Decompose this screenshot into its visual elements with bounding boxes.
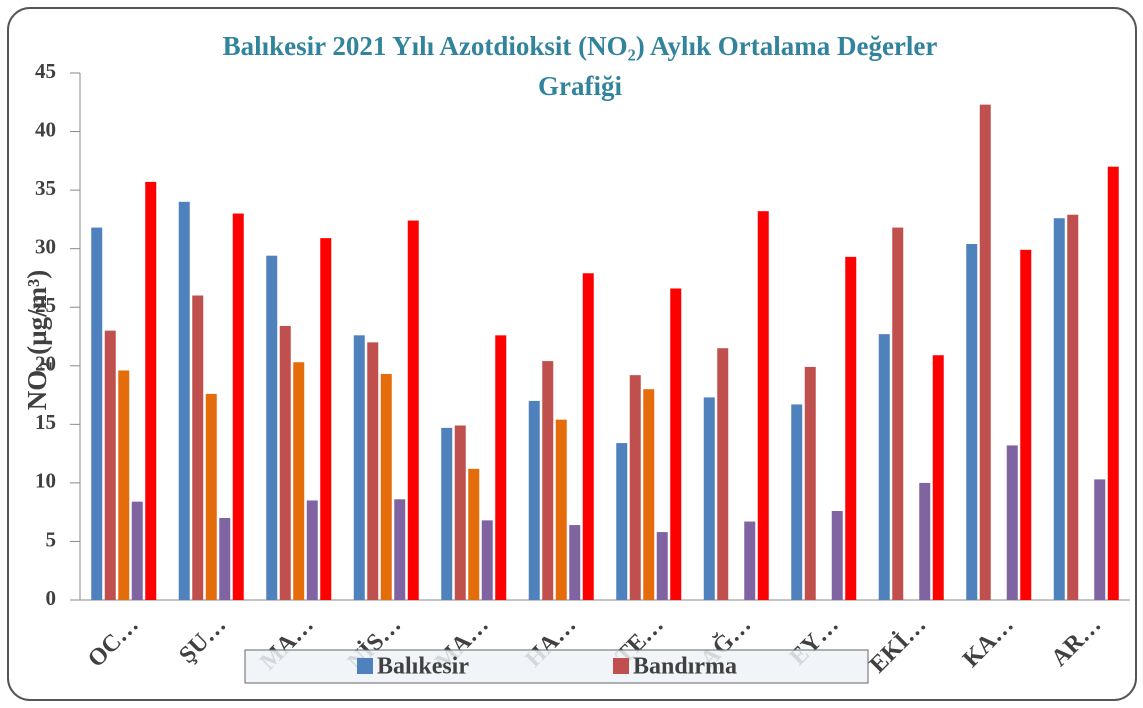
bar — [118, 370, 130, 600]
y-tick-label: 10 — [35, 469, 56, 493]
bar — [320, 238, 332, 601]
bar — [1006, 445, 1018, 600]
y-tick-label: 40 — [35, 117, 56, 141]
bar — [616, 443, 628, 600]
bar — [495, 335, 507, 600]
y-tick-label: 0 — [46, 586, 57, 610]
bar — [192, 295, 204, 600]
bar — [744, 521, 756, 600]
y-axis-label: NO₂ (µg/m³) — [22, 270, 52, 410]
y-tick-label: 5 — [46, 527, 57, 551]
bar — [892, 227, 904, 600]
bar — [219, 518, 231, 600]
legend-swatch — [613, 658, 629, 674]
bar — [757, 211, 769, 601]
bar — [454, 425, 466, 600]
bar — [1107, 166, 1119, 600]
bar — [528, 400, 540, 600]
legend-swatch — [357, 658, 373, 674]
bar — [145, 181, 157, 600]
y-tick-label: 35 — [35, 176, 56, 200]
bar — [306, 500, 318, 600]
y-tick-label: 20 — [35, 352, 56, 376]
bar — [1020, 249, 1032, 601]
bar — [582, 273, 594, 600]
bar — [643, 389, 655, 600]
y-tick-label: 30 — [35, 234, 56, 258]
bar — [845, 256, 857, 600]
legend-label: Balıkesir — [377, 654, 469, 680]
legend-label: Bandırma — [633, 654, 737, 680]
bar — [670, 288, 682, 600]
bar — [394, 499, 406, 600]
bar — [205, 393, 217, 600]
bar — [979, 104, 991, 601]
bar — [468, 468, 480, 600]
y-tick-label: 15 — [35, 410, 56, 434]
bar — [131, 501, 143, 600]
bar — [279, 325, 291, 600]
bar — [441, 427, 453, 600]
bar — [656, 532, 668, 600]
bar — [629, 375, 641, 600]
bar — [178, 201, 190, 601]
bar — [353, 335, 365, 600]
bar — [919, 482, 931, 600]
bar — [932, 355, 944, 600]
y-tick-label: 45 — [35, 59, 56, 83]
bar — [703, 397, 715, 600]
bar — [407, 220, 419, 600]
y-tick-label: 25 — [35, 293, 56, 317]
bar — [555, 419, 567, 600]
bar — [104, 330, 116, 600]
bar — [367, 342, 379, 600]
bar — [542, 361, 554, 600]
bar — [966, 243, 978, 600]
bar — [266, 255, 278, 600]
bar — [91, 227, 103, 600]
bar — [804, 366, 816, 600]
bar — [791, 404, 803, 600]
chart-title: Balıkesir 2021 Yılı Azotdioksit (NO₂) Ay… — [222, 31, 938, 101]
bar — [831, 510, 843, 600]
bar — [481, 520, 493, 600]
bar — [878, 334, 890, 600]
bar — [380, 373, 392, 600]
bar — [232, 213, 244, 601]
bar — [1094, 479, 1106, 600]
bar — [1067, 214, 1079, 600]
bar — [1053, 218, 1065, 600]
legend-box — [244, 649, 869, 684]
bar — [293, 362, 305, 600]
bar — [569, 525, 581, 600]
bar — [717, 348, 729, 600]
